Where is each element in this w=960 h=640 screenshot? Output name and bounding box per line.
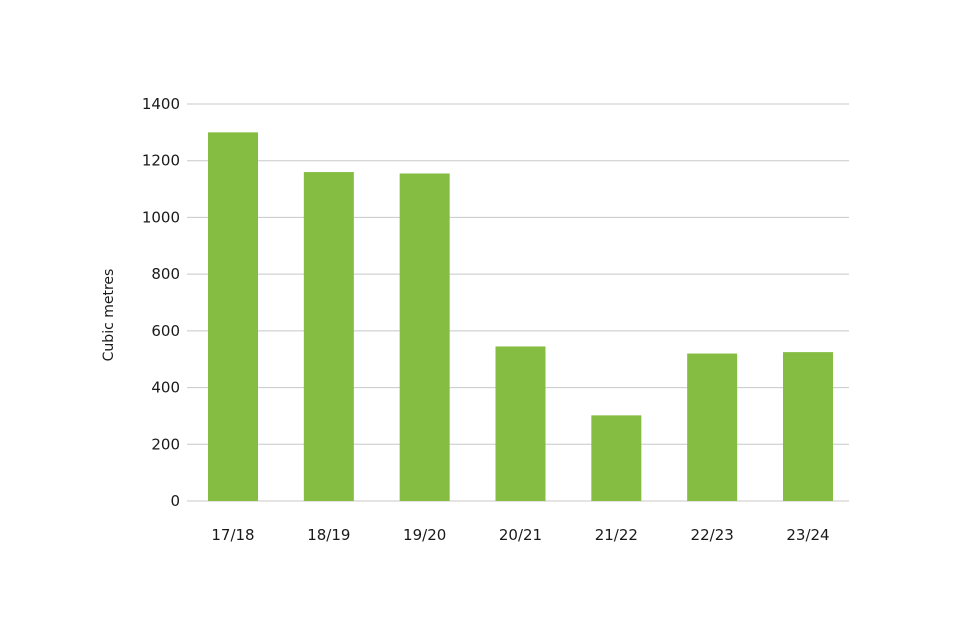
bar-21-22 [591, 415, 642, 501]
y-tick-label: 1000 [142, 208, 180, 226]
y-tick-label: 0 [170, 492, 180, 510]
bar-23-24 [783, 352, 833, 501]
x-tick-label: 17/18 [211, 526, 254, 544]
bar-20-21 [495, 346, 546, 501]
y-tick-label: 1400 [142, 95, 180, 113]
bar-19-20 [399, 173, 450, 501]
x-tick-label: 20/21 [499, 526, 542, 544]
y-tick-label: 800 [151, 265, 180, 283]
bars [208, 132, 833, 502]
x-tick-label: 19/20 [403, 526, 446, 544]
x-tick-label: 21/22 [595, 526, 638, 544]
y-tick-label: 600 [151, 322, 180, 340]
y-tick-label: 1200 [142, 152, 180, 170]
y-tick-label: 200 [151, 435, 180, 453]
bar-18-19 [303, 172, 354, 502]
y-tick-label: 400 [151, 379, 180, 397]
x-tick-label: 23/24 [786, 526, 829, 544]
x-tick-label: 18/19 [307, 526, 350, 544]
bar-17-18 [208, 132, 258, 501]
y-axis-title: Cubic metres [101, 269, 117, 362]
x-tick-label: 22/23 [691, 526, 734, 544]
bar-22-23 [687, 353, 738, 501]
x-axis-ticks: 17/18 18/19 19/20 20/21 21/22 22/23 23/24 [211, 526, 829, 544]
y-axis-ticks: 0 200 400 600 800 1000 1200 1400 [142, 95, 180, 510]
